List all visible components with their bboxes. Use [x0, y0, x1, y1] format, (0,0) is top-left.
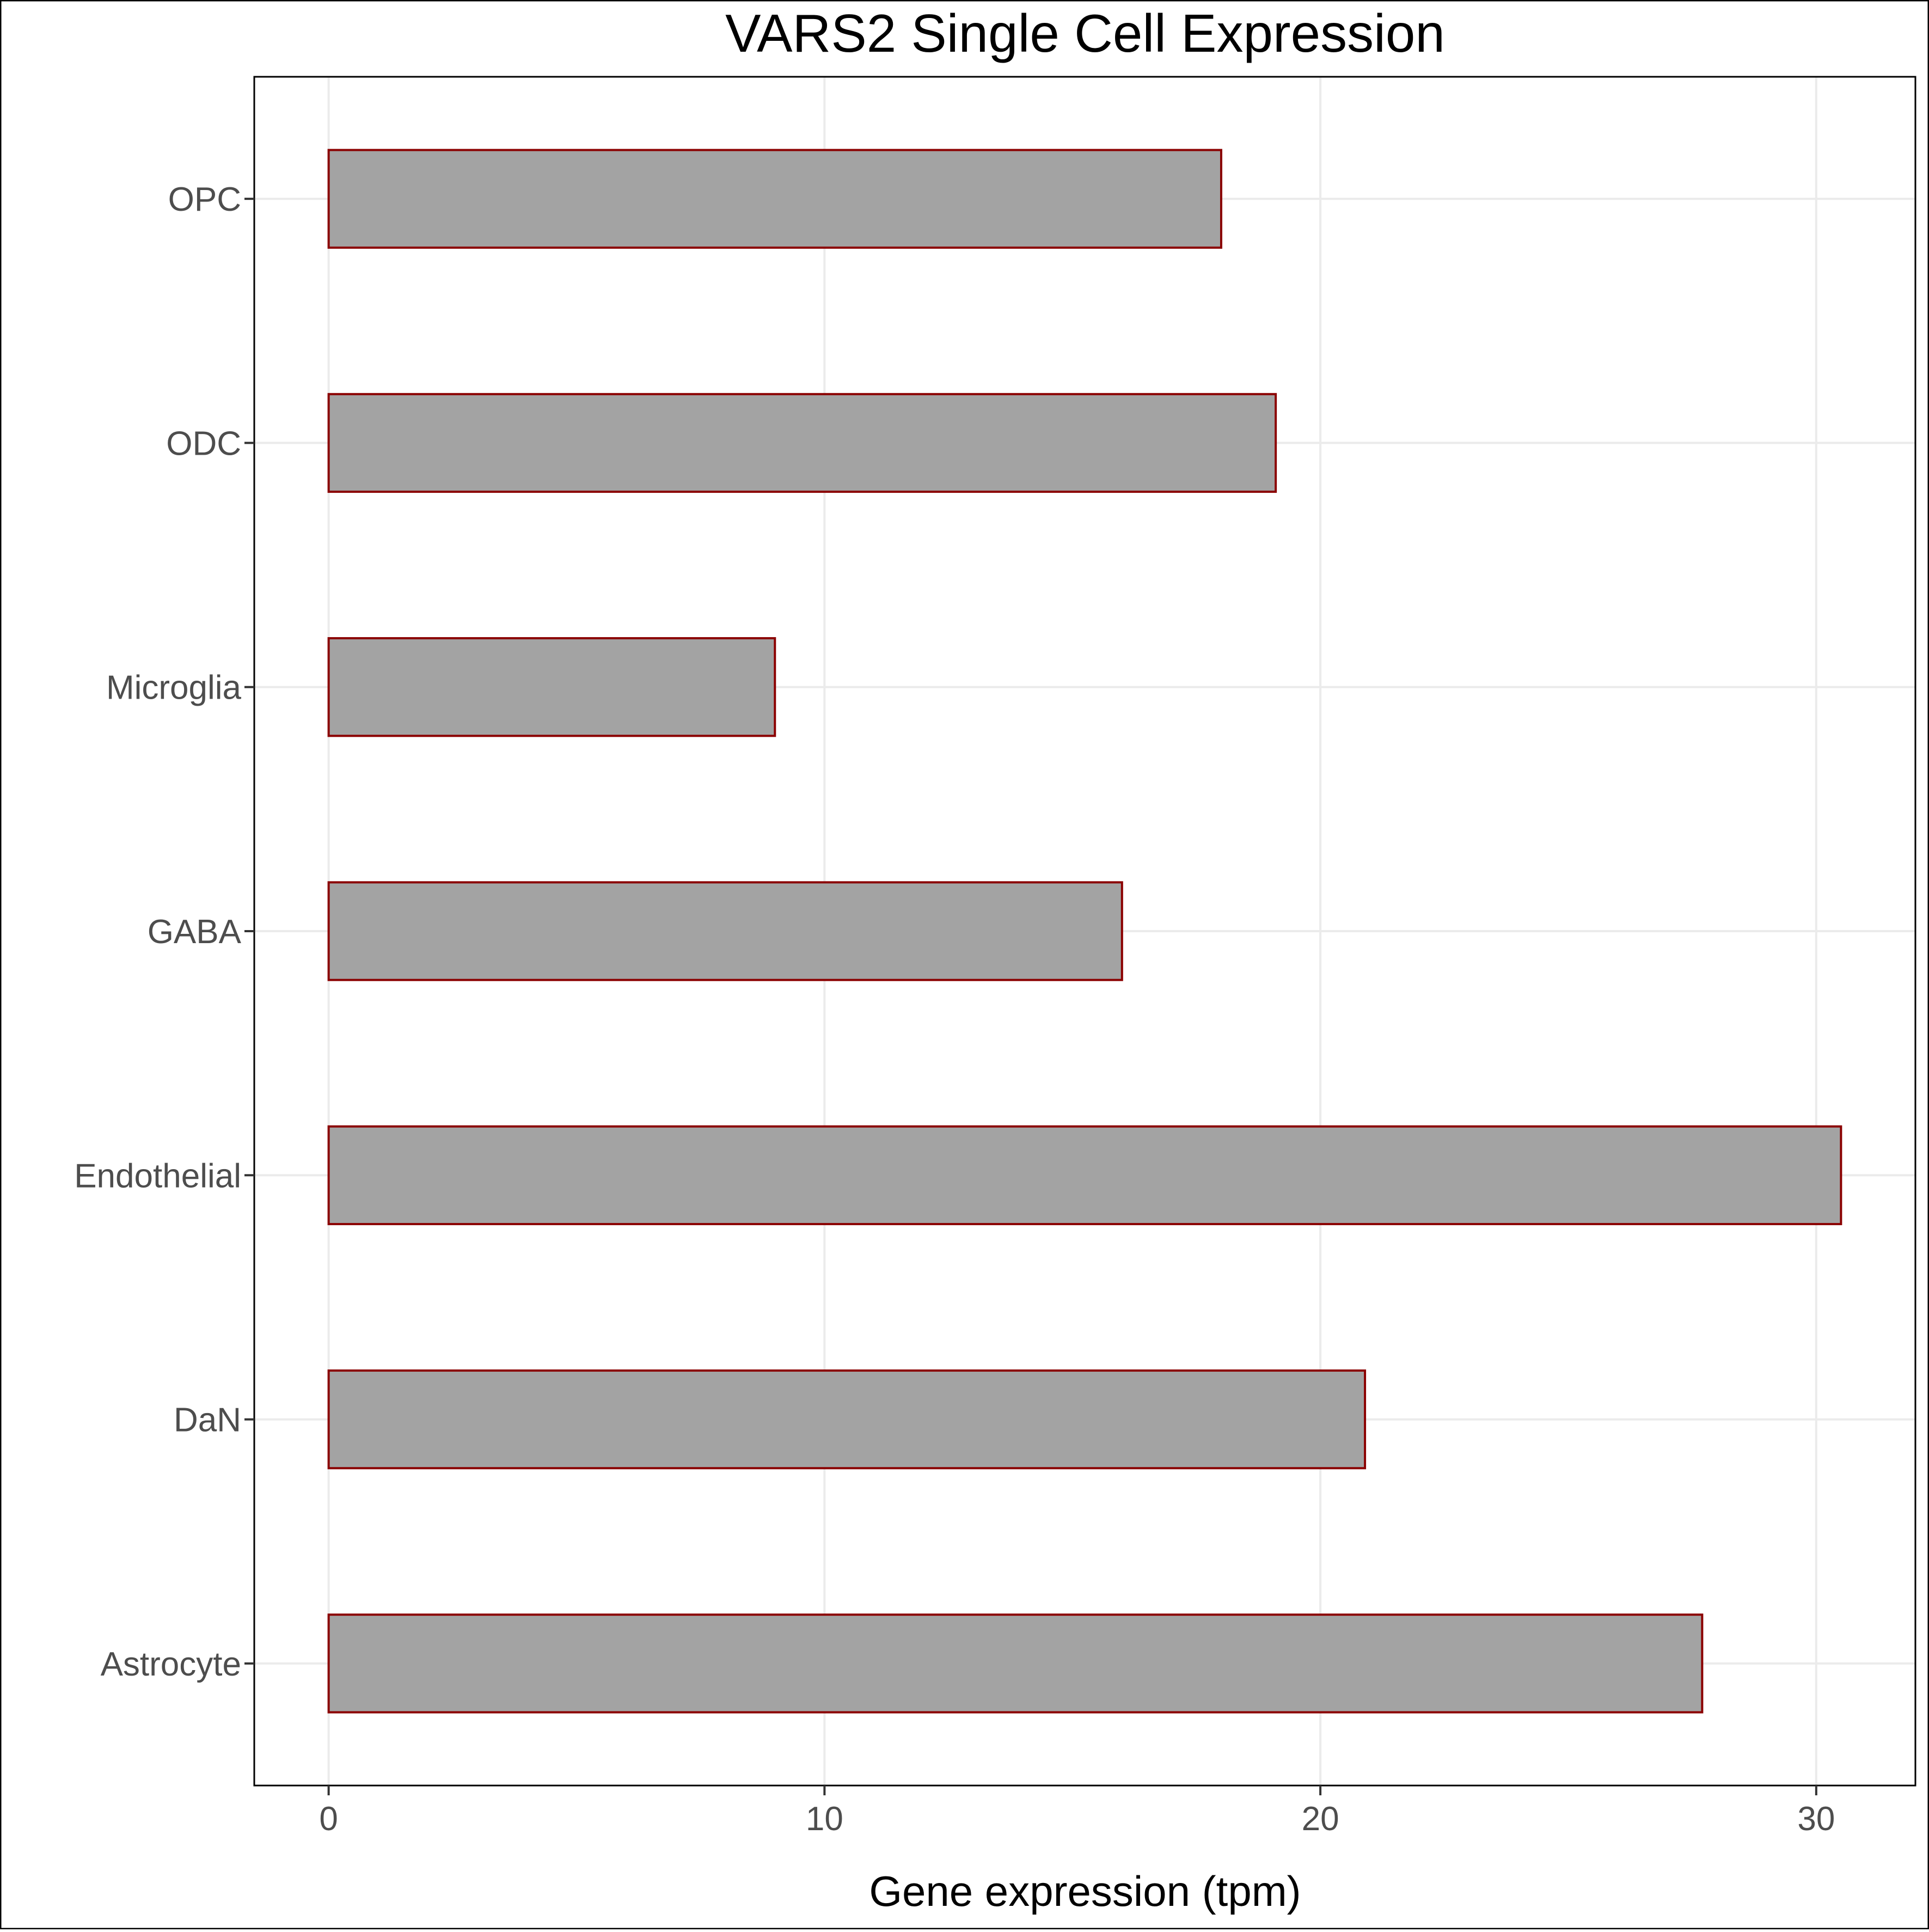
chart-title: VARS2 Single Cell Expression — [725, 3, 1445, 63]
y-tick-label: ODC — [166, 425, 241, 462]
bar-odc — [327, 393, 1277, 493]
bar-dan — [327, 1369, 1367, 1470]
bar-microglia — [327, 637, 776, 737]
x-tick-label: 20 — [1302, 1800, 1339, 1838]
bars — [327, 149, 1842, 1714]
y-tick-label: OPC — [168, 181, 241, 218]
bar-gaba — [327, 881, 1123, 981]
bar-opc — [327, 149, 1222, 249]
x-tick-label: 10 — [806, 1800, 843, 1838]
y-tick-label: Astrocyte — [101, 1646, 241, 1683]
bar-astrocyte — [327, 1613, 1704, 1714]
bar-endothelial — [327, 1125, 1842, 1225]
y-tick-label: GABA — [148, 913, 242, 951]
x-axis-title: Gene expression (tpm) — [869, 1867, 1301, 1915]
y-tick-label: Microglia — [106, 669, 242, 707]
y-tick-label: DaN — [174, 1402, 241, 1439]
y-tick-label: Endothelial — [74, 1157, 241, 1195]
x-tick-label: 30 — [1797, 1800, 1835, 1838]
x-tick-label: 0 — [319, 1800, 338, 1838]
axis-ticks: OPC ODC Microglia GABA Endothelial DaN Astrocy… — [74, 181, 1835, 1838]
